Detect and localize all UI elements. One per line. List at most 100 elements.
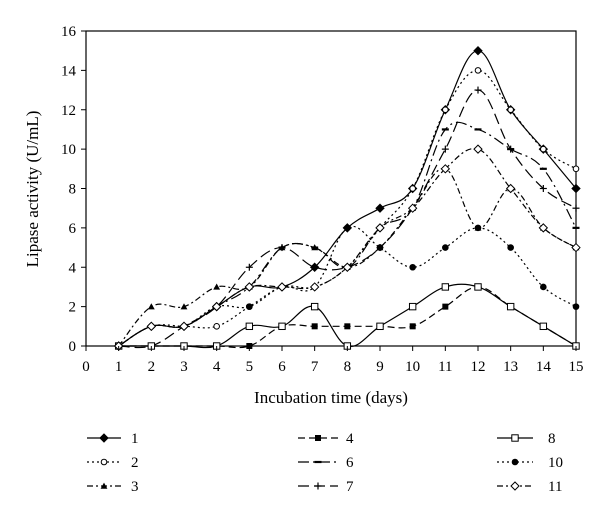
legend-marker-11 xyxy=(510,481,520,491)
y-tick-label: 14 xyxy=(61,63,77,79)
series-11-point xyxy=(244,282,255,292)
series-2-point xyxy=(442,106,449,114)
legend-item-8: 8 xyxy=(497,431,556,447)
series-4-point xyxy=(409,323,416,330)
series-2-point xyxy=(572,165,580,173)
series-11-point xyxy=(571,242,581,253)
series-7-point xyxy=(311,263,319,271)
legend-item-7: 7 xyxy=(298,479,354,495)
y-axis-label: Lipase activity (U/mL) xyxy=(23,111,42,268)
series-2-point xyxy=(507,106,514,114)
x-tick-label: 3 xyxy=(180,359,188,375)
series-line-11 xyxy=(118,147,577,347)
series-8-point xyxy=(506,302,515,311)
legend-marker-2 xyxy=(100,458,108,466)
x-tick-label: 13 xyxy=(503,359,518,375)
legend-label-3: 3 xyxy=(131,479,139,495)
series-10-point xyxy=(540,283,547,291)
series-10-point xyxy=(376,244,384,251)
series-1-point xyxy=(473,45,483,56)
series-3-point xyxy=(213,283,221,290)
legend-marker-10 xyxy=(511,458,519,466)
legend-item-10: 10 xyxy=(497,455,563,471)
series-10-point xyxy=(246,303,253,310)
series-3-point xyxy=(147,303,155,310)
legend-marker-8 xyxy=(511,434,519,442)
x-tick-label: 6 xyxy=(278,359,286,375)
series-10-point xyxy=(572,303,580,310)
series-11-point xyxy=(146,321,157,332)
plot-area xyxy=(85,30,577,347)
series-line-8 xyxy=(118,283,577,349)
series-11-point xyxy=(473,144,483,154)
legend-item-3: 3 xyxy=(87,479,139,495)
legend-item-11: 11 xyxy=(497,479,562,495)
series-8-point xyxy=(245,322,254,331)
series-10-point xyxy=(507,244,514,251)
series-7-point xyxy=(507,145,515,153)
x-tick-label: 10 xyxy=(405,359,420,375)
x-tick-label: 14 xyxy=(536,359,552,375)
legend-marker-4 xyxy=(315,435,321,441)
y-tick-label: 6 xyxy=(69,221,77,237)
series-4-point xyxy=(344,323,351,330)
series-11-point xyxy=(505,183,516,194)
series-10-point xyxy=(474,224,482,232)
series-1-point xyxy=(571,183,581,194)
y-tick-label: 0 xyxy=(69,339,77,355)
series-2-point xyxy=(409,185,416,192)
series-11-point xyxy=(440,164,451,174)
series-7-point xyxy=(278,244,286,252)
series-10-point xyxy=(442,244,449,251)
x-tick-label: 5 xyxy=(246,359,254,375)
series-8-point xyxy=(474,283,482,291)
y-tick-label: 16 xyxy=(61,24,77,40)
series-7-point xyxy=(245,263,253,271)
plot-border xyxy=(85,30,577,347)
series-1-point xyxy=(375,203,385,213)
series-10-point xyxy=(409,263,416,271)
series-markers xyxy=(113,45,581,351)
legend-marker-7 xyxy=(314,482,322,490)
series-line-10 xyxy=(118,225,577,347)
y-tick-label: 2 xyxy=(69,300,77,316)
x-tick-label: 4 xyxy=(213,359,221,375)
legend-marker-3 xyxy=(100,482,108,489)
x-tick-label: 1 xyxy=(115,359,123,375)
legend-item-1: 1 xyxy=(87,431,139,447)
series-8-point xyxy=(376,322,384,331)
legend-label-4: 4 xyxy=(346,431,354,447)
legend-label-11: 11 xyxy=(548,479,562,495)
x-tick-label: 11 xyxy=(438,359,452,375)
y-tick-label: 10 xyxy=(61,142,76,158)
series-8-point xyxy=(310,302,319,311)
legend-label-6: 6 xyxy=(346,455,354,471)
legend-item-4: 4 xyxy=(298,431,354,447)
series-7-point xyxy=(539,185,547,192)
legend-label-8: 8 xyxy=(548,431,556,447)
series-11-point xyxy=(179,321,189,332)
series-2-point xyxy=(213,323,220,330)
series-7-point xyxy=(474,86,482,94)
legend-label-10: 10 xyxy=(548,455,563,471)
x-axis-label: Incubation time (days) xyxy=(254,388,408,407)
x-tick-label: 12 xyxy=(471,359,486,375)
series-4-point xyxy=(311,323,318,330)
series-8-point xyxy=(408,302,417,311)
x-tick-label: 0 xyxy=(82,359,90,375)
series-8-point xyxy=(441,283,450,291)
series-11-point xyxy=(538,223,549,233)
series-2-point xyxy=(474,67,482,74)
x-tick-label: 2 xyxy=(148,359,156,375)
series-7-point xyxy=(441,145,449,153)
series-11-point xyxy=(407,203,418,213)
series-8-point xyxy=(278,322,286,331)
series-11-point xyxy=(375,223,385,233)
series-11-point xyxy=(277,282,287,292)
series-10-point xyxy=(344,224,351,232)
series-11-point xyxy=(309,282,320,292)
series-line-1 xyxy=(118,50,577,347)
legend-label-1: 1 xyxy=(131,431,139,447)
x-tick-label: 8 xyxy=(344,359,352,375)
